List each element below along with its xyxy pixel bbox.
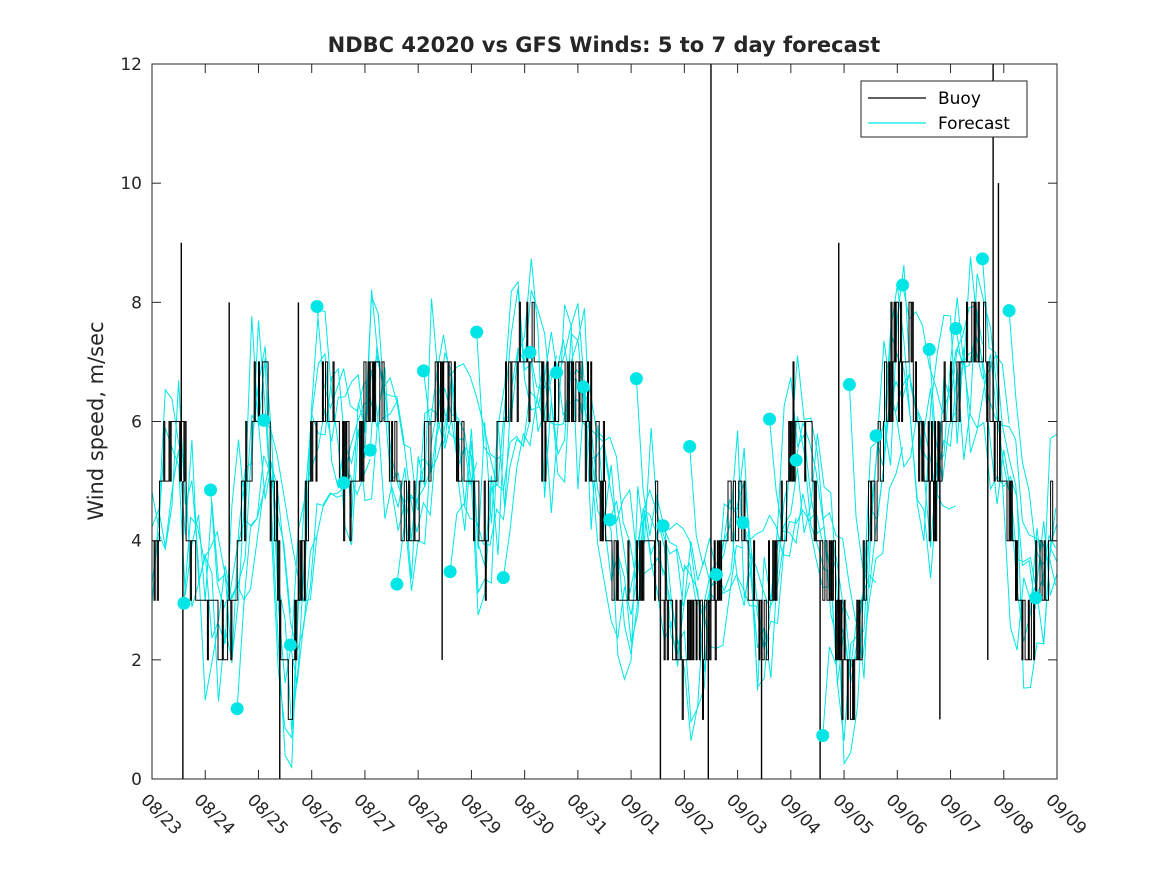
forecast-point <box>363 443 377 457</box>
forecast-point <box>683 440 697 454</box>
y-tick-label: 8 <box>131 293 142 313</box>
buoy-line <box>152 301 1057 720</box>
forecast-point <box>629 372 643 386</box>
y-axis-label: Wind speed, m/sec <box>84 321 108 520</box>
forecast-segment <box>183 488 265 604</box>
legend-forecast-label: Forecast <box>938 114 1010 134</box>
forecast-point <box>523 345 537 359</box>
forecast-segment <box>902 285 983 416</box>
forecast-point <box>230 702 244 716</box>
forecast-point <box>869 429 883 443</box>
chart-title: NDBC 42020 vs GFS Winds: 5 to 7 day fore… <box>328 33 881 57</box>
forecast-segment <box>1008 310 1057 586</box>
forecast-point <box>789 453 803 467</box>
forecast-point <box>736 516 750 530</box>
forecast-point <box>283 638 297 652</box>
y-tick-label: 2 <box>131 651 142 671</box>
forecast-point <box>975 252 989 266</box>
forecast-point <box>949 322 963 336</box>
y-tick-label: 4 <box>131 532 142 552</box>
forecast-point <box>709 568 723 582</box>
y-tick-label: 10 <box>120 174 142 194</box>
forecast-point <box>896 278 910 292</box>
forecast-point <box>337 476 351 490</box>
legend-box <box>860 80 1028 138</box>
forecast-point <box>603 513 617 527</box>
forecast-segment <box>263 419 344 603</box>
forecast-point <box>417 364 430 378</box>
forecast-segment <box>609 488 691 607</box>
y-tick-label: 6 <box>131 413 142 433</box>
forecast-point <box>550 366 564 380</box>
forecast-point <box>257 413 271 427</box>
forecast-points <box>177 252 1043 743</box>
forecast-point <box>1002 304 1016 318</box>
forecast-point <box>922 342 936 356</box>
legend: Buoy Forecast <box>860 80 1028 138</box>
forecast-point <box>763 412 777 426</box>
forecast-point <box>390 577 404 591</box>
forecast-point <box>656 519 670 533</box>
forecast-segment <box>742 509 824 609</box>
forecast-point <box>496 571 510 585</box>
y-axis-ticks: 0 2 4 6 8 10 12 <box>120 55 1057 790</box>
forecast-point <box>177 596 191 610</box>
forecast-segment <box>689 446 770 648</box>
y-tick-label: 12 <box>120 55 142 75</box>
forecast-segment <box>449 420 531 572</box>
forecast-segment <box>715 498 797 575</box>
forecast-segment <box>982 258 1057 564</box>
legend-buoy-label: Buoy <box>938 89 981 109</box>
forecast-point <box>443 565 457 579</box>
forecast-point <box>816 729 830 743</box>
buoy-series <box>152 64 1057 779</box>
forecast-point <box>842 378 856 392</box>
forecast-segment <box>955 328 1037 610</box>
forecast-point <box>310 300 324 314</box>
forecast-point <box>204 483 218 497</box>
forecast-segment <box>289 458 371 684</box>
y-tick-label: 0 <box>131 770 142 790</box>
forecast-point <box>470 325 484 339</box>
forecast-point <box>576 380 590 394</box>
forecast-point <box>1029 591 1043 605</box>
